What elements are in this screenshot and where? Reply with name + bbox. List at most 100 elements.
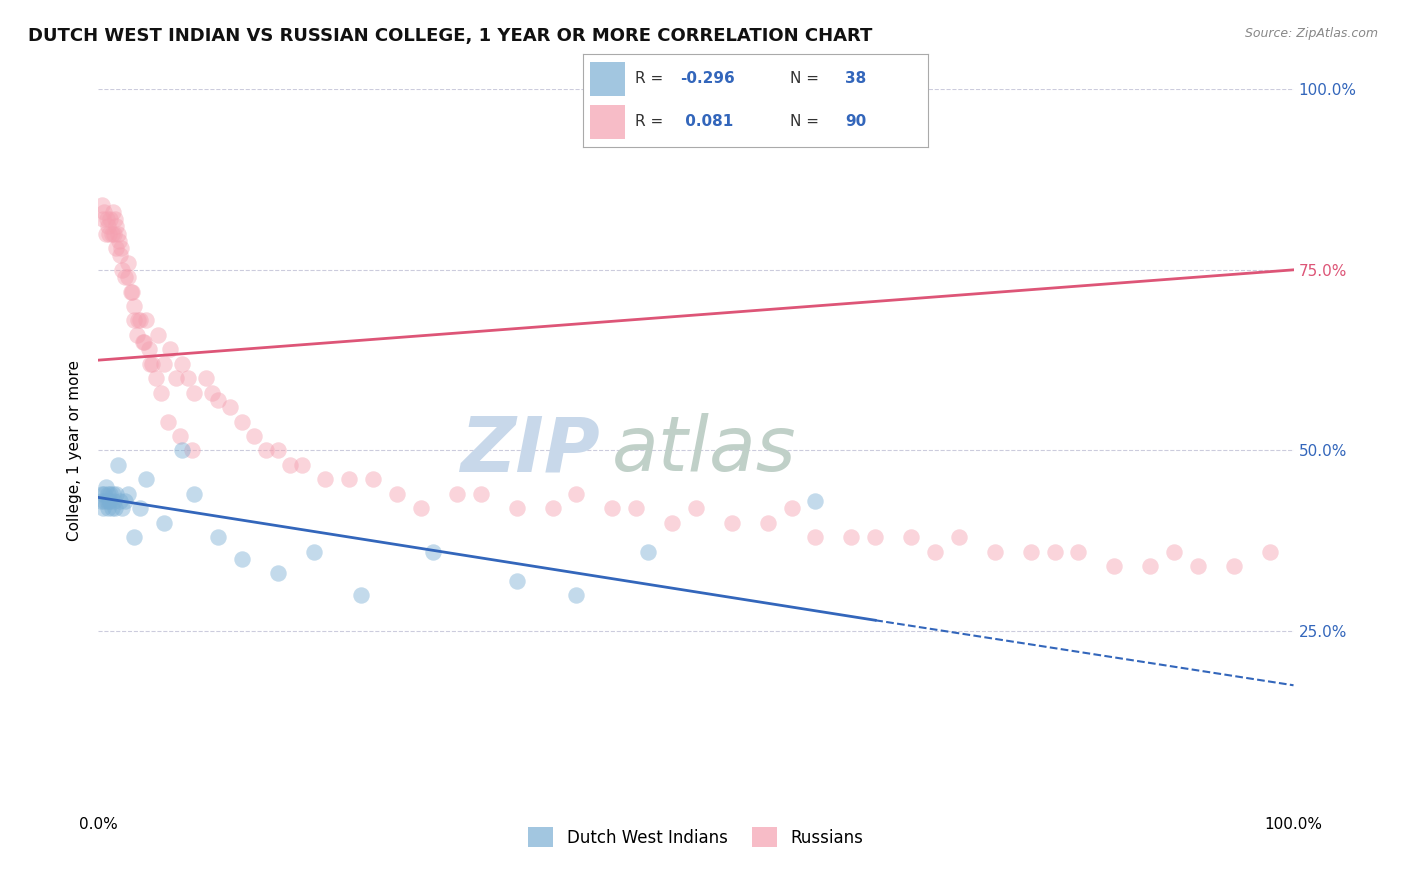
Point xyxy=(96,494,118,508)
Point xyxy=(565,588,588,602)
Point xyxy=(93,205,115,219)
Point xyxy=(183,487,205,501)
Point xyxy=(780,501,803,516)
Point xyxy=(470,487,492,501)
Point xyxy=(148,327,170,342)
Point xyxy=(107,227,129,241)
Point xyxy=(1139,559,1161,574)
Point xyxy=(207,392,229,407)
Point xyxy=(541,501,564,516)
Text: 90: 90 xyxy=(845,114,866,129)
Point xyxy=(243,429,266,443)
Point xyxy=(91,212,114,227)
Point xyxy=(385,487,409,501)
Point xyxy=(267,443,290,458)
Point xyxy=(124,313,146,327)
Point xyxy=(339,472,361,486)
Point xyxy=(153,357,176,371)
Text: atlas: atlas xyxy=(613,414,797,487)
Point xyxy=(565,487,588,501)
Point xyxy=(91,487,114,501)
Point xyxy=(98,487,122,501)
Point xyxy=(117,270,139,285)
Point xyxy=(91,198,114,212)
Point xyxy=(924,544,946,558)
Point xyxy=(411,501,433,516)
Point xyxy=(117,487,139,501)
Point xyxy=(111,262,134,277)
Point xyxy=(506,501,529,516)
Point xyxy=(1223,559,1246,574)
Point xyxy=(105,487,128,501)
Point xyxy=(114,270,136,285)
Point xyxy=(108,248,131,262)
Point xyxy=(93,494,115,508)
Text: N =: N = xyxy=(790,71,820,87)
Point xyxy=(117,255,139,269)
Text: -0.296: -0.296 xyxy=(681,71,735,87)
Point xyxy=(110,241,132,255)
Point xyxy=(183,385,205,400)
Point xyxy=(231,415,253,429)
Point xyxy=(124,530,146,544)
Point xyxy=(139,357,162,371)
Point xyxy=(1258,544,1281,558)
Point xyxy=(159,343,181,357)
Point xyxy=(984,544,1007,558)
Point xyxy=(127,313,149,327)
Point xyxy=(97,219,120,234)
Point xyxy=(131,334,153,349)
Point xyxy=(129,313,152,327)
Point xyxy=(138,343,160,357)
Point xyxy=(900,530,922,544)
Point xyxy=(98,494,122,508)
Point xyxy=(363,472,385,486)
Point xyxy=(98,227,121,241)
Point xyxy=(149,385,172,400)
Point xyxy=(207,530,229,544)
Point xyxy=(804,494,827,508)
Point xyxy=(315,472,337,486)
Point xyxy=(756,516,779,530)
Point xyxy=(1104,559,1126,574)
Point xyxy=(1187,559,1209,574)
FancyBboxPatch shape xyxy=(591,105,624,139)
Point xyxy=(98,494,121,508)
Point xyxy=(97,501,120,516)
Point xyxy=(661,516,683,530)
Legend: Dutch West Indians, Russians: Dutch West Indians, Russians xyxy=(522,821,870,854)
Point xyxy=(120,285,142,299)
Point xyxy=(103,494,125,508)
Point xyxy=(93,487,115,501)
Point xyxy=(177,371,200,385)
Text: N =: N = xyxy=(790,114,820,129)
Point xyxy=(107,458,129,472)
Point xyxy=(172,443,194,458)
Text: ZIP: ZIP xyxy=(461,414,600,487)
Point xyxy=(100,227,122,241)
Point xyxy=(1019,544,1042,558)
Point xyxy=(291,458,314,472)
Point xyxy=(841,530,863,544)
Text: 38: 38 xyxy=(845,71,866,87)
Point xyxy=(96,212,118,227)
Point xyxy=(114,494,136,508)
Point xyxy=(254,443,277,458)
Point xyxy=(145,371,167,385)
Point xyxy=(108,494,131,508)
Point xyxy=(107,234,129,248)
Point xyxy=(105,241,128,255)
Text: R =: R = xyxy=(636,71,664,87)
Y-axis label: College, 1 year or more: College, 1 year or more xyxy=(67,360,83,541)
Point xyxy=(1163,544,1185,558)
Point xyxy=(101,205,124,219)
Point xyxy=(637,544,659,558)
Point xyxy=(948,530,970,544)
Point xyxy=(135,472,157,486)
Point xyxy=(721,516,744,530)
Point xyxy=(101,487,124,501)
Point xyxy=(626,501,648,516)
Point xyxy=(1067,544,1090,558)
Point xyxy=(103,227,125,241)
Point xyxy=(278,458,301,472)
